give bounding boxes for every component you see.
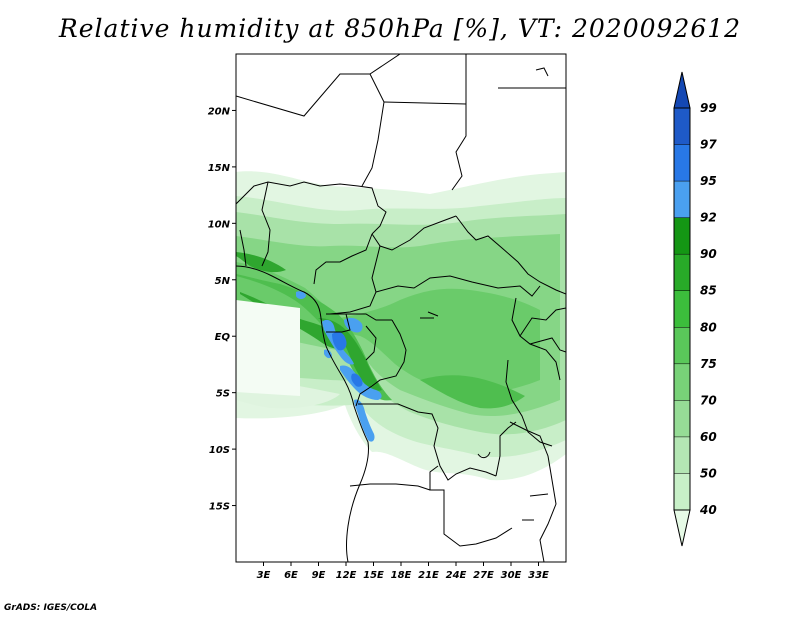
lon-tick-label: 15E [363,570,384,581]
lon-tick-label: 6E [284,570,298,581]
lon-tick-label: 9E [312,570,326,581]
colorbar-label: 75 [700,357,717,371]
colorbar-segment [674,363,690,401]
colorbar-segment [674,436,690,474]
longitude-axis: 3E 6E 9E 12E 15E 18E 21E 24E 27E 30E 33E [257,562,549,581]
colorbar-segment [674,327,690,364]
colorbar-segment [674,473,690,510]
humidity-field [236,171,566,481]
colorbar-label: 95 [700,174,717,188]
lat-tick-label: 5N [215,276,231,287]
lon-tick-label: 24E [446,570,467,581]
map-title: Relative humidity at 850hPa [%], VT: 202… [58,14,742,43]
lat-tick-label: 15N [208,163,231,174]
lat-tick-label: 15S [209,502,230,513]
latitude-axis: 20N 15N 10N 5N EQ 5S 10S 15S [208,106,236,513]
colorbar-segment [674,144,690,182]
map-borders [236,54,566,562]
colorbar: 40 50 60 70 75 80 85 90 92 95 97 99 [673,71,717,547]
lat-tick-label: EQ [215,332,231,343]
colorbar-segment [674,217,690,255]
lon-tick-label: 27E [473,570,494,581]
colorbar-label: 99 [700,101,717,115]
colorbar-label: 60 [700,430,717,444]
colorbar-label: 50 [700,466,717,480]
grads-credit: GrADS: IGES/COLA [4,603,98,613]
lon-tick-label: 30E [501,570,522,581]
colorbar-label: 70 [700,393,717,407]
lon-tick-label: 21E [418,570,439,581]
lat-tick-label: 10N [208,219,231,230]
colorbar-label: 80 [700,320,717,334]
lon-tick-label: 18E [391,570,412,581]
colorbar-segment [674,290,690,328]
lat-tick-label: 10S [209,445,230,456]
lon-tick-label: 12E [336,570,357,581]
lon-tick-label: 3E [257,570,271,581]
colorbar-label: 92 [700,211,717,225]
colorbar-segment [674,181,690,218]
colorbar-segment [673,71,691,109]
lat-tick-label: 5S [216,389,230,400]
colorbar-label: 85 [700,284,717,298]
colorbar-label: 97 [700,138,717,152]
colorbar-segment [674,108,690,145]
colorbar-segment [674,400,690,437]
colorbar-label: 40 [699,503,717,517]
colorbar-segment [674,254,690,291]
colorbar-label: 90 [700,247,717,261]
colorbar-segment [673,509,691,547]
lat-tick-label: 20N [208,106,231,117]
lon-tick-label: 33E [528,570,549,581]
